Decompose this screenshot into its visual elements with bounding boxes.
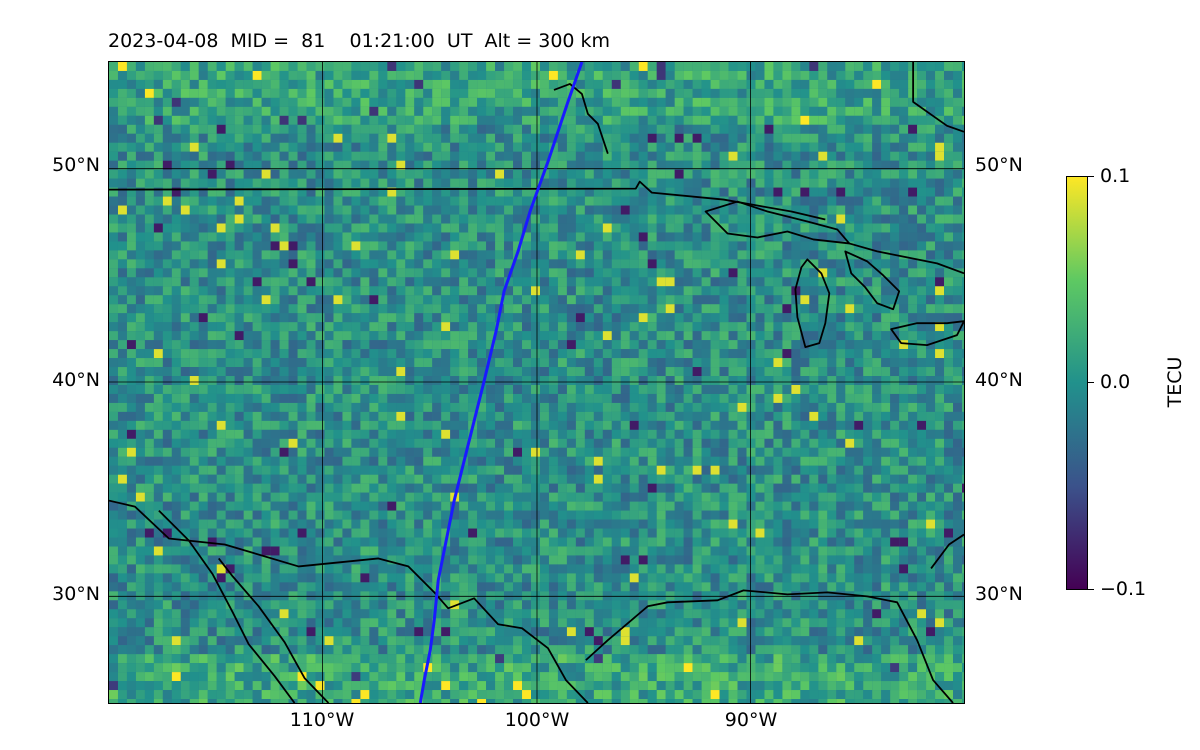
colorbar-label-max: 0.1 <box>1100 165 1131 187</box>
coastlines-borders <box>109 62 964 703</box>
colorbar-tick-bottom <box>1088 589 1094 590</box>
gulf-of-california <box>158 509 296 703</box>
colorbar-tick-top <box>1088 176 1094 177</box>
lake-michigan <box>794 258 831 349</box>
colorbar <box>1066 176 1088 590</box>
lat-label-50n-right: 50°N <box>975 154 1023 176</box>
lat-label-30n-left: 30°N <box>52 583 100 605</box>
lat-label-40n-left: 40°N <box>52 369 100 391</box>
lat-label-40n-right: 40°N <box>975 369 1023 391</box>
lon-label-110w: 110°W <box>289 709 355 731</box>
us-canada-border <box>109 180 826 221</box>
satellite-ground-track <box>418 62 584 703</box>
map-gridlines <box>109 62 964 703</box>
lake-erie-ontario <box>890 320 964 347</box>
lat-label-30n-right: 30°N <box>975 583 1023 605</box>
great-lakes-east <box>849 242 964 275</box>
baja-peninsula <box>218 557 330 703</box>
map-panel <box>108 61 965 704</box>
lat-label-50n-left: 50°N <box>52 154 100 176</box>
colorbar-label-zero: 0.0 <box>1100 371 1131 393</box>
tec-pixel-grid <box>109 62 964 703</box>
lon-label-100w: 100°W <box>504 709 570 731</box>
lake-huron <box>844 250 901 311</box>
eastern-border <box>912 62 964 133</box>
mexico-border <box>109 499 589 703</box>
lon-label-90w: 90°W <box>724 709 778 731</box>
hudson-bay-coast <box>553 83 609 154</box>
colorbar-tick-mid <box>1088 382 1094 383</box>
florida-coast <box>930 533 964 569</box>
colorbar-label-min: −0.1 <box>1100 578 1147 600</box>
tec-anomaly-map <box>109 62 964 703</box>
colorbar-title: TECU <box>1164 356 1186 408</box>
figure-title: 2023-04-08 MID = 81 01:21:00 UT Alt = 30… <box>108 30 611 52</box>
gulf-coast <box>585 589 954 703</box>
